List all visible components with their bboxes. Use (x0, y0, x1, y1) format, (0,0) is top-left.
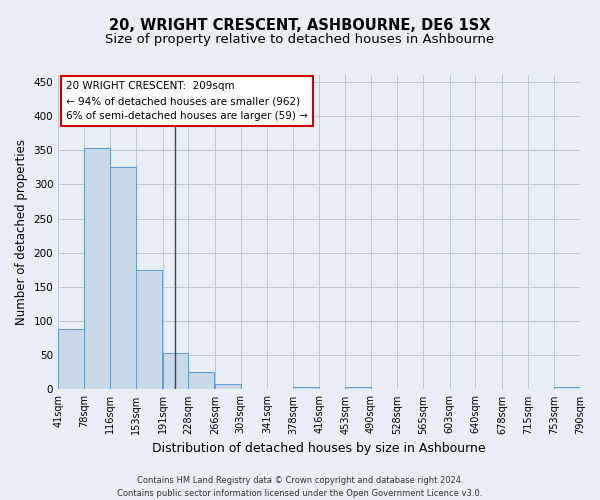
Text: Contains HM Land Registry data © Crown copyright and database right 2024.
Contai: Contains HM Land Registry data © Crown c… (118, 476, 482, 498)
Bar (58, 330, 84, 390)
Text: 20 WRIGHT CRESCENT:  209sqm
← 94% of detached houses are smaller (962)
6% of sem: 20 WRIGHT CRESCENT: 209sqm ← 94% of deta… (66, 82, 308, 121)
Bar (110, 168, 136, 390)
Bar (293, 386, 319, 390)
Bar (163, 353, 188, 390)
Bar (84, 148, 110, 390)
Bar (554, 386, 580, 390)
Y-axis label: Number of detached properties: Number of detached properties (15, 139, 28, 325)
Bar (345, 386, 371, 390)
Text: Size of property relative to detached houses in Ashbourne: Size of property relative to detached ho… (106, 32, 494, 46)
Bar (136, 270, 162, 390)
Bar (188, 372, 214, 390)
X-axis label: Distribution of detached houses by size in Ashbourne: Distribution of detached houses by size … (152, 442, 486, 455)
Bar (215, 384, 241, 390)
Text: 20, WRIGHT CRESCENT, ASHBOURNE, DE6 1SX: 20, WRIGHT CRESCENT, ASHBOURNE, DE6 1SX (109, 18, 491, 32)
